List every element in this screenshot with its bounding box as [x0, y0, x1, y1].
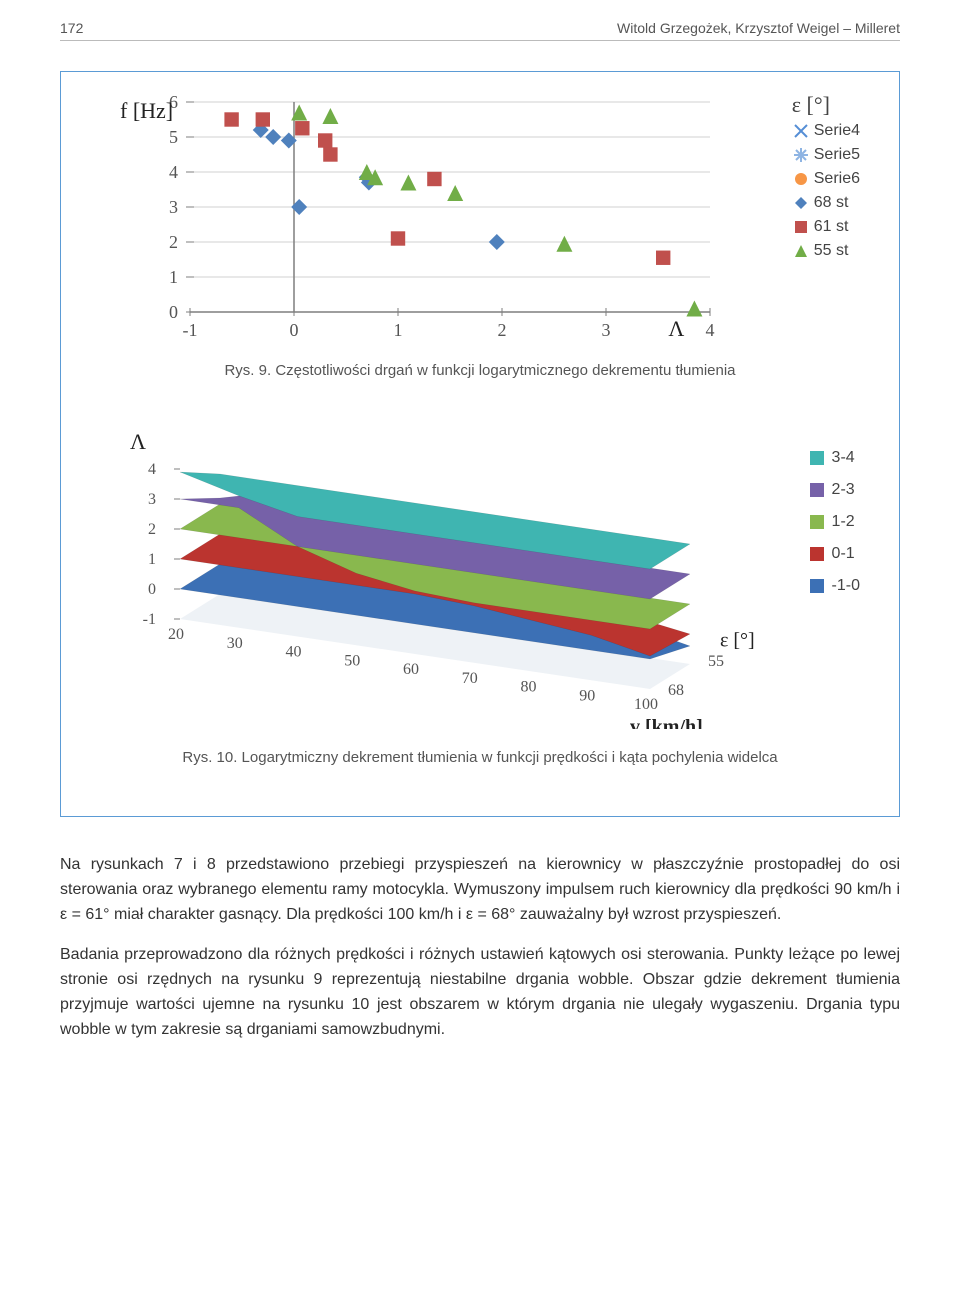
surface-legend: 3-4 2-3 1-2 0-1 -1-0 — [810, 449, 860, 609]
legend-swatch — [810, 515, 824, 529]
legend-swatch — [810, 579, 824, 593]
paragraph-1: Na rysunkach 7 i 8 przedstawiono przebie… — [60, 853, 900, 927]
legend-marker — [792, 123, 808, 139]
svg-text:-1: -1 — [183, 320, 198, 340]
svg-text:20: 20 — [168, 626, 184, 643]
legend-row: 68 st — [792, 194, 860, 212]
surface-chart: -1 0 1 2 3 4Λ 20 30 40 50 60 70 80 90 100 55 68 ε [°] v [k… — [100, 409, 860, 729]
legend-label: 55 st — [814, 242, 849, 260]
svg-text:4: 4 — [169, 162, 178, 182]
svg-text:0: 0 — [169, 302, 178, 322]
legend-label: Serie4 — [814, 122, 860, 140]
svg-text:68: 68 — [668, 682, 684, 699]
legend-label: 1-2 — [832, 513, 855, 531]
authors-line: Witold Grzegożek, Krzysztof Weigel – Mil… — [617, 20, 900, 36]
legend-label: -1-0 — [832, 577, 860, 595]
svg-text:3: 3 — [148, 491, 156, 508]
legend-label: Serie6 — [814, 170, 860, 188]
svg-text:-1: -1 — [143, 611, 156, 628]
body-text: Na rysunkach 7 i 8 przedstawiono przebie… — [60, 853, 900, 1043]
legend-row: Serie5 — [792, 146, 860, 164]
scatter-legend: ε [°] Serie4 Serie5 Serie6 68 st 61 st 55 st — [792, 92, 860, 266]
legend-marker — [792, 243, 808, 259]
svg-text:70: 70 — [462, 670, 478, 687]
svg-text:v [km/h]: v [km/h] — [630, 716, 703, 729]
svg-text:100: 100 — [634, 696, 658, 713]
svg-text:3: 3 — [169, 197, 178, 217]
legend-marker — [792, 171, 808, 187]
legend-row: Serie6 — [792, 170, 860, 188]
legend-label: 68 st — [814, 194, 849, 212]
svg-text:2: 2 — [169, 232, 178, 252]
figure10-caption: Rys. 10. Logarytmiczny dekrement tłumien… — [81, 749, 879, 766]
svg-text:55: 55 — [708, 653, 724, 670]
svg-text:Λ: Λ — [668, 316, 684, 341]
svg-text:1: 1 — [148, 551, 156, 568]
svg-text:60: 60 — [403, 661, 419, 678]
paragraph-2: Badania przeprowadzono dla różnych prędk… — [60, 943, 900, 1042]
legend-label: Serie5 — [814, 146, 860, 164]
legend-row: -1-0 — [810, 577, 860, 595]
svg-text:80: 80 — [521, 679, 537, 696]
svg-text:30: 30 — [227, 635, 243, 652]
legend-label: 2-3 — [832, 481, 855, 499]
svg-text:2: 2 — [148, 521, 156, 538]
svg-text:3: 3 — [602, 320, 611, 340]
legend-marker — [792, 219, 808, 235]
svg-text:2: 2 — [498, 320, 507, 340]
svg-text:ε [°]: ε [°] — [720, 630, 755, 652]
svg-text:40: 40 — [286, 644, 302, 661]
legend-row: Serie4 — [792, 122, 860, 140]
scatter-chart: 0123456-10123Λ4f [Hz] ε [°] Serie4Serie5… — [100, 82, 860, 342]
legend-marker — [792, 147, 808, 163]
svg-text:90: 90 — [579, 687, 595, 704]
legend-swatch — [810, 547, 824, 561]
legend-row: 3-4 — [810, 449, 860, 467]
svg-text:f [Hz]: f [Hz] — [120, 98, 173, 123]
figures-box: 0123456-10123Λ4f [Hz] ε [°] Serie4Serie5… — [60, 71, 900, 817]
legend-title: ε [°] — [792, 92, 860, 118]
figure9-caption: Rys. 9. Częstotliwości drgań w funkcji l… — [81, 362, 879, 379]
svg-text:0: 0 — [148, 581, 156, 598]
legend-row: 2-3 — [810, 481, 860, 499]
svg-text:0: 0 — [290, 320, 299, 340]
svg-text:4: 4 — [148, 461, 156, 478]
legend-swatch — [810, 483, 824, 497]
svg-text:1: 1 — [394, 320, 403, 340]
legend-row: 0-1 — [810, 545, 860, 563]
legend-row: 61 st — [792, 218, 860, 236]
legend-label: 3-4 — [832, 449, 855, 467]
svg-text:50: 50 — [344, 652, 360, 669]
legend-swatch — [810, 451, 824, 465]
svg-text:Λ: Λ — [130, 429, 146, 454]
svg-text:4: 4 — [706, 320, 715, 340]
legend-marker — [792, 195, 808, 211]
legend-label: 0-1 — [832, 545, 855, 563]
legend-label: 61 st — [814, 218, 849, 236]
page-header: 172 Witold Grzegożek, Krzysztof Weigel –… — [60, 20, 900, 41]
legend-row: 55 st — [792, 242, 860, 260]
svg-text:1: 1 — [169, 267, 178, 287]
svg-text:5: 5 — [169, 127, 178, 147]
legend-row: 1-2 — [810, 513, 860, 531]
page-number: 172 — [60, 20, 83, 36]
